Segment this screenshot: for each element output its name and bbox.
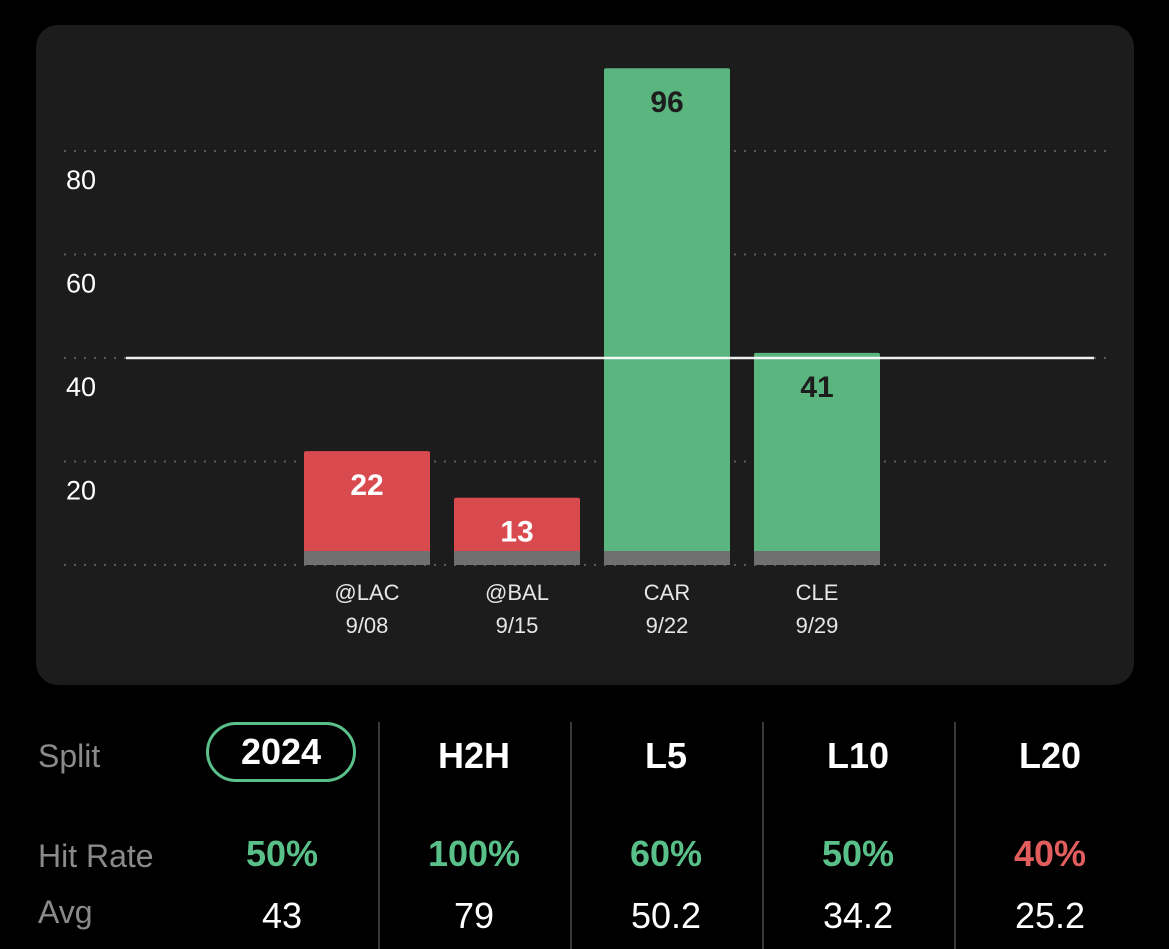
avg-h2h: 79 [453,895,495,936]
y-tick-label: 20 [66,476,96,506]
x-tick-label-opponent: @BAL [485,580,549,605]
bar-value-label: 41 [800,371,833,404]
split-tab-l5[interactable]: L5 [644,735,687,776]
avg-l5: 50.2 [630,895,702,936]
bar [304,451,430,565]
bar-chart: 20 40 60 80 @LAC 9/08 @BAL 9/15 CAR 9/22 CLE 9/29 22… [64,68,1106,638]
avg-row-label: Avg [38,894,93,930]
x-tick-label-date: 9/22 [646,613,689,638]
split-row-label: Split [38,738,101,774]
bar-value-label: 22 [350,469,383,502]
bar [754,352,880,565]
avg-2024: 43 [261,895,303,936]
chart-card: 20 40 60 80 @LAC 9/08 @BAL 9/15 CAR 9/22 CLE 9/29 22… [36,25,1134,685]
x-tick-label-opponent: CLE [796,580,839,605]
x-tick-label-opponent: CAR [644,580,690,605]
split-tab-l10[interactable]: L10 [826,735,890,776]
bar [604,68,730,565]
hit-rate-2024: 50% [245,833,319,874]
bar-base [754,551,880,565]
x-tick-label-date: 9/15 [496,613,539,638]
bar-base [454,551,580,565]
hit-rate-row-label: Hit Rate [38,838,154,874]
bar [454,497,580,565]
y-tick-label: 40 [66,372,96,402]
column-divider [762,722,764,949]
bar-base [304,551,430,565]
y-tick-label: 60 [66,269,96,299]
avg-l10: 34.2 [822,895,894,936]
y-tick-label: 80 [66,165,96,195]
bar-base [604,551,730,565]
split-tab-2024[interactable]: 2024 [206,722,356,782]
x-tick-label-opponent: @LAC [334,580,399,605]
x-tick-label-date: 9/08 [346,613,389,638]
hit-rate-l10: 50% [821,833,895,874]
column-divider [378,722,380,949]
hit-rate-l5: 60% [629,833,703,874]
bar-value-label: 13 [500,516,533,549]
x-tick-label-date: 9/29 [796,613,839,638]
hit-rate-l20: 40% [1013,833,1087,874]
hit-rate-h2h: 100% [427,833,521,874]
column-divider [954,722,956,949]
split-tab-h2h[interactable]: H2H [437,735,511,776]
stats-table: Split Hit Rate Avg 2024 H2H L5 L10 L20 5… [0,700,1169,949]
split-tab-l20[interactable]: L20 [1018,735,1082,776]
column-divider [570,722,572,949]
avg-l20: 25.2 [1014,895,1086,936]
bar-value-label: 96 [650,86,683,119]
